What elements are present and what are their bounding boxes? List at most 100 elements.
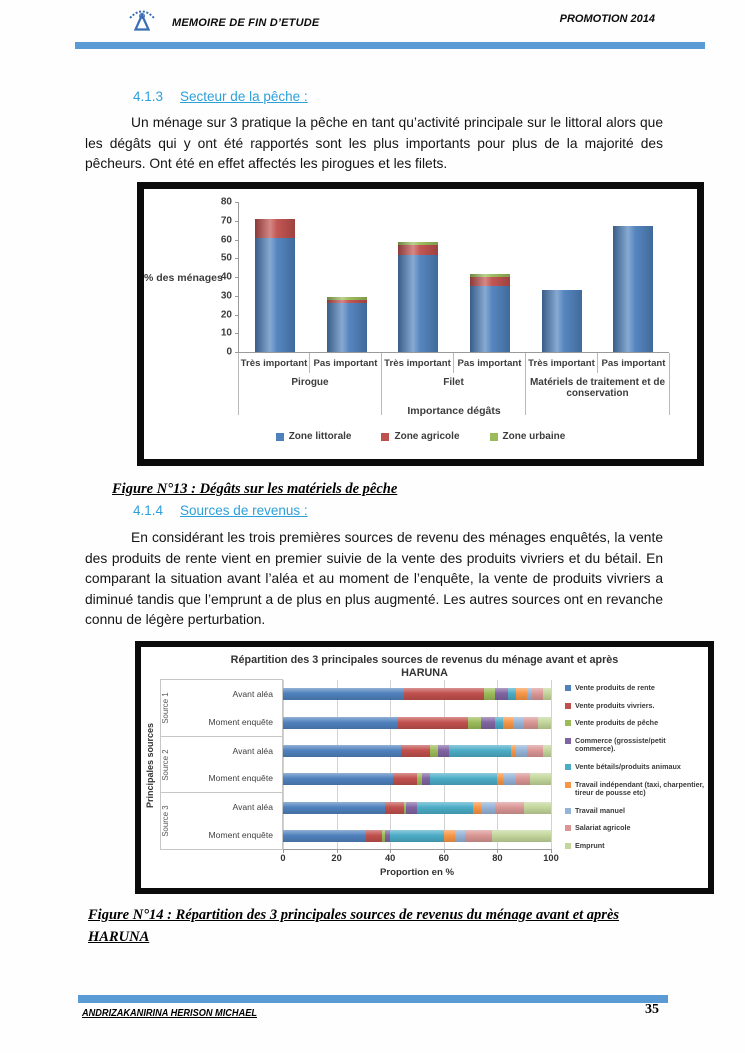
bar-segment xyxy=(416,773,423,786)
paragraph-peche: Un ménage sur 3 pratique la pêche en tan… xyxy=(85,115,663,172)
plot-area xyxy=(283,680,552,853)
x-tick-label: 80 xyxy=(492,853,503,863)
legend-item: Vente produits vivriers. xyxy=(565,700,706,711)
bar-stack xyxy=(283,716,551,729)
chart1-plot-row: % des ménages 0 10 20 30 40 50 60 70 80 xyxy=(144,197,697,358)
bar-segment xyxy=(469,274,510,277)
legend-swatch-icon xyxy=(565,720,571,727)
bar-segment xyxy=(283,773,393,786)
bar-segment xyxy=(390,829,444,842)
category-label: Très important xyxy=(382,353,454,373)
row-label: Moment enquête xyxy=(208,773,274,784)
bar-segment xyxy=(469,277,510,287)
category-label: Pas important xyxy=(310,353,382,373)
gridline xyxy=(551,680,552,849)
bar-segment xyxy=(254,218,295,238)
bar-segment xyxy=(398,716,468,729)
bar-segment xyxy=(406,801,417,814)
bar-stack xyxy=(283,773,551,786)
legend-swatch-icon xyxy=(565,781,571,788)
x-tick-mark xyxy=(283,849,284,853)
row-label: Moment enquête xyxy=(208,830,274,841)
bar-segment xyxy=(416,801,474,814)
bar-segment xyxy=(542,744,551,757)
bar-segment xyxy=(326,303,367,352)
bar-segment xyxy=(492,829,551,842)
x-tick-label: 0 xyxy=(280,853,286,863)
bar-segment xyxy=(403,801,407,814)
bar-segment xyxy=(529,773,551,786)
legend-swatch-icon xyxy=(275,432,284,441)
legend-item: Zone agricole xyxy=(381,431,460,442)
chart2-grid: Répartition des 3 principales sources de… xyxy=(141,647,708,878)
legend-label: Travail manuel xyxy=(575,805,625,815)
y-tick-mark xyxy=(235,277,239,278)
bar-segment xyxy=(467,716,482,729)
legend-item: Salariat agricole xyxy=(565,824,706,833)
bar-segment xyxy=(283,801,385,814)
bar-segment xyxy=(254,237,295,352)
y-tick-mark xyxy=(235,314,239,316)
legend-label: Travail indépendant (taxi, charpentier, … xyxy=(575,779,705,798)
bar-segment xyxy=(326,296,367,300)
legend-swatch-icon xyxy=(565,702,571,709)
legend-label: Vente bétails/produits animaux xyxy=(575,761,681,771)
y-tick-label: 20 xyxy=(220,309,232,320)
row-labels: Avant aléa Moment enquête xyxy=(176,793,282,849)
bar-segment xyxy=(382,829,385,842)
y-tick-label: 0 xyxy=(226,346,232,358)
bar-stack xyxy=(283,801,551,814)
bar-segment xyxy=(283,716,399,729)
legend-label: Commerce (grossiste/petit commerce). xyxy=(575,735,666,754)
y-axis-title: Principales sources xyxy=(145,722,155,808)
y-tick-label: 30 xyxy=(220,290,232,302)
category-axis-row: Très important Pas important Très importan… xyxy=(238,353,670,373)
bar-stack xyxy=(283,744,551,757)
category-label: Pas important xyxy=(598,353,670,373)
y-tick-label: 60 xyxy=(220,234,232,245)
legend-swatch-icon xyxy=(565,807,571,814)
header-promotion: PROMOTION 2014 xyxy=(559,13,655,25)
bar-segment xyxy=(422,773,431,786)
gridline xyxy=(336,680,338,849)
bar-segment xyxy=(398,242,439,246)
legend-swatch-icon xyxy=(489,432,498,441)
legend-label: Vente produits vivriers. xyxy=(575,700,655,710)
bar-segment xyxy=(532,688,543,701)
x-tick-label: 100 xyxy=(543,853,559,863)
bar-stack xyxy=(283,829,551,842)
legend-label: Vente produits de pêche xyxy=(575,718,659,728)
bar-segment xyxy=(494,688,509,701)
section-heading-414: 4.1.4 Sources de revenus : xyxy=(133,503,308,518)
bar-segment xyxy=(465,829,493,842)
legend-item: Zone urbaine xyxy=(489,431,565,442)
bar-segment xyxy=(541,290,582,352)
legend-label: Zone littorale xyxy=(288,431,352,442)
bar-segment xyxy=(542,688,551,701)
row-labels: Avant aléa Moment enquête xyxy=(176,680,282,736)
legend-swatch-icon xyxy=(565,763,571,770)
bar-segment xyxy=(283,688,404,701)
y-tick-label: 10 xyxy=(220,327,232,339)
bar-segment xyxy=(526,688,533,701)
bar-segment xyxy=(400,744,431,757)
legend-label: Salariat agricole xyxy=(575,823,631,833)
footer-author: ANDRIZAKANIRINA HERISON MICHAEL xyxy=(82,1008,257,1019)
page-number: 35 xyxy=(645,1002,659,1017)
x-axis-title: Proportion en % xyxy=(379,867,455,878)
bar-segment xyxy=(481,801,495,814)
group-cell: Source 1 Avant aléa Moment enquête xyxy=(160,679,283,737)
category-label: Pas important xyxy=(454,353,526,373)
bar-segment xyxy=(392,773,417,786)
row-label: Avant aléa xyxy=(232,802,273,813)
bar-segment xyxy=(502,773,517,786)
x-tick-mark xyxy=(336,849,338,853)
category-label: Très important xyxy=(238,353,310,373)
x-tick-label: 40 xyxy=(385,853,396,863)
y-tick-mark xyxy=(235,258,239,260)
legend-item: Emprunt xyxy=(565,841,706,851)
bar-segment xyxy=(384,829,391,842)
legend-label: Zone agricole xyxy=(394,431,460,442)
bar-segment xyxy=(469,286,510,352)
